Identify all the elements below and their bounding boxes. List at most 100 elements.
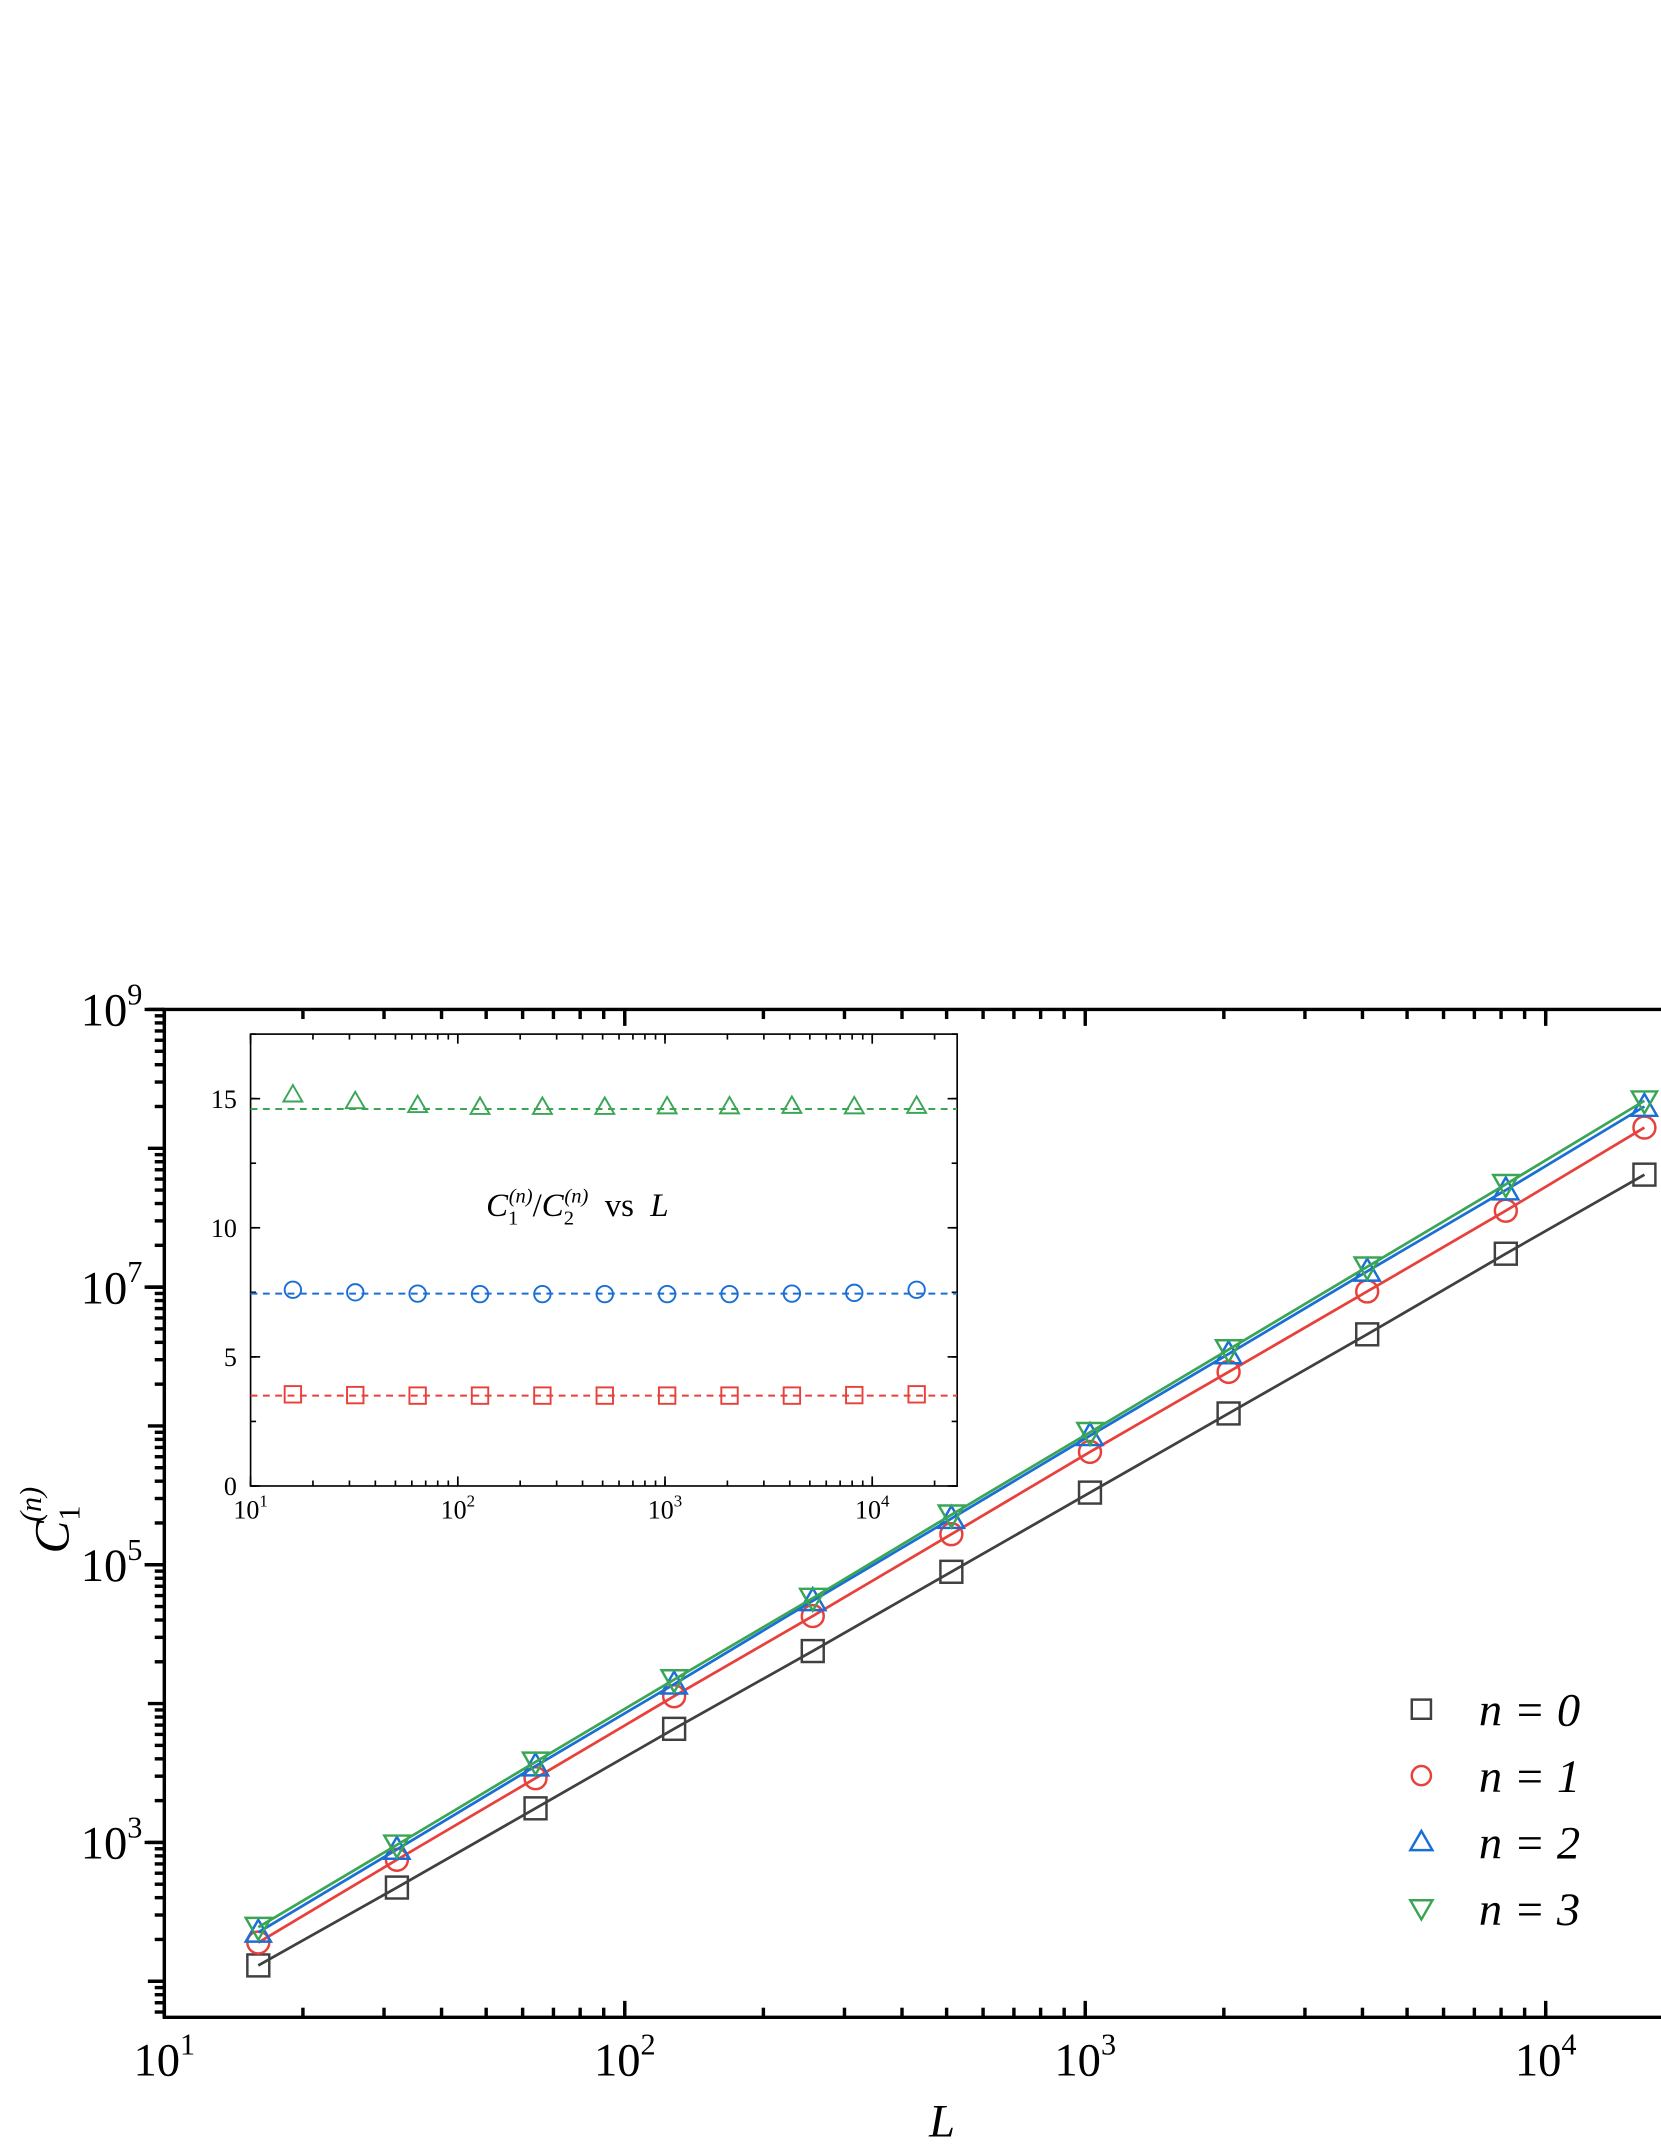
series-line (257, 1126, 1646, 1944)
x-tick-label: 102 (441, 1492, 475, 1525)
marker (657, 1284, 677, 1304)
ann: (n) (564, 1186, 588, 1208)
marker (533, 1386, 552, 1405)
marker (1355, 1322, 1380, 1347)
marker (470, 1386, 490, 1405)
ann: (n) (509, 1186, 533, 1208)
marker (1075, 1421, 1105, 1448)
marker (907, 1280, 926, 1299)
marker (1629, 1090, 1660, 1116)
series-line (257, 1105, 1646, 1934)
marker (782, 1284, 802, 1303)
frame (162, 1007, 1661, 2019)
marker (939, 1559, 964, 1584)
inset-frame (249, 1033, 958, 1487)
marker (1491, 1173, 1521, 1200)
marker (656, 1095, 679, 1115)
marker (595, 1386, 614, 1405)
marker (1493, 1241, 1518, 1266)
y-tick-label: 103 (81, 1811, 143, 1870)
y-tick-label: 105 (81, 1533, 143, 1592)
x-tick-label: 101 (133, 2027, 195, 2086)
y-tick-label: 109 (81, 978, 143, 1037)
marker (939, 1522, 964, 1547)
y-label-base: C (24, 1520, 79, 1554)
marker (406, 1093, 429, 1114)
marker (1408, 1828, 1435, 1852)
ann: / (533, 1188, 543, 1224)
marker (595, 1284, 614, 1304)
legend-label: n = 2 (1479, 1818, 1580, 1869)
marker (661, 1716, 687, 1742)
series-line (257, 1099, 1646, 1929)
legend-label: n = 3 (1479, 1885, 1580, 1936)
marker (1408, 1899, 1435, 1922)
ann: L (649, 1188, 668, 1224)
marker (845, 1283, 864, 1303)
marker (346, 1283, 365, 1302)
ann: 1 (508, 1207, 518, 1229)
marker (1352, 1256, 1382, 1282)
marker (1077, 1439, 1103, 1465)
marker (798, 1587, 828, 1614)
marker (408, 1284, 427, 1303)
marker (800, 1603, 825, 1629)
y-tick-label: 15 (211, 1085, 237, 1114)
marker (281, 1083, 304, 1103)
marker (243, 1916, 274, 1943)
marker (408, 1386, 427, 1405)
y-tick-label: 5 (224, 1343, 237, 1372)
y-axis-label: C1 (n) (14, 1487, 86, 1554)
marker (720, 1386, 739, 1405)
marker (283, 1385, 303, 1404)
x-tick-label: 102 (594, 2027, 656, 2086)
marker (659, 1668, 689, 1695)
marker (720, 1284, 739, 1304)
ann: C (542, 1188, 565, 1224)
ann: vs (605, 1188, 634, 1224)
y-tick-label: 10 (211, 1214, 237, 1243)
legend-label: n = 0 (1479, 1686, 1580, 1737)
marker (593, 1095, 616, 1115)
marker (523, 1796, 548, 1821)
marker (905, 1094, 928, 1114)
marker (800, 1638, 825, 1664)
marker (782, 1386, 802, 1405)
y-label-sup: (n) (14, 1487, 48, 1522)
marker (780, 1094, 804, 1114)
x-tick-label: 104 (1515, 2027, 1577, 2086)
x-axis-label: L (928, 2096, 955, 2147)
marker (718, 1095, 741, 1115)
marker (346, 1385, 365, 1405)
marker (657, 1386, 677, 1405)
series-line (257, 1173, 1646, 1967)
marker (533, 1284, 552, 1304)
marker (1213, 1339, 1244, 1365)
marker (344, 1089, 367, 1110)
marker (1216, 1401, 1241, 1426)
marker (468, 1095, 492, 1115)
marker (531, 1095, 554, 1115)
x-tick-label: 103 (1054, 2027, 1116, 2086)
marker (1077, 1480, 1103, 1505)
y-tick-label: 0 (224, 1472, 237, 1501)
x-tick-label: 103 (648, 1492, 682, 1525)
marker (382, 1834, 412, 1860)
ann: 2 (564, 1207, 574, 1229)
marker (384, 1875, 410, 1900)
marker (907, 1385, 926, 1404)
marker (1410, 1698, 1433, 1721)
y-tick-label: 107 (81, 1255, 143, 1314)
ann: C (486, 1188, 509, 1224)
marker (843, 1095, 866, 1115)
y-label-sub: 1 (52, 1506, 86, 1521)
marker (936, 1504, 967, 1530)
legend-label: n = 1 (1479, 1752, 1580, 1803)
inset-annotation: C1(n)/C2(n) vs L (486, 1186, 669, 1230)
x-tick-label: 101 (233, 1492, 267, 1525)
marker (520, 1751, 551, 1777)
marker (470, 1284, 490, 1304)
marker (1632, 1162, 1657, 1187)
marker (845, 1385, 864, 1405)
